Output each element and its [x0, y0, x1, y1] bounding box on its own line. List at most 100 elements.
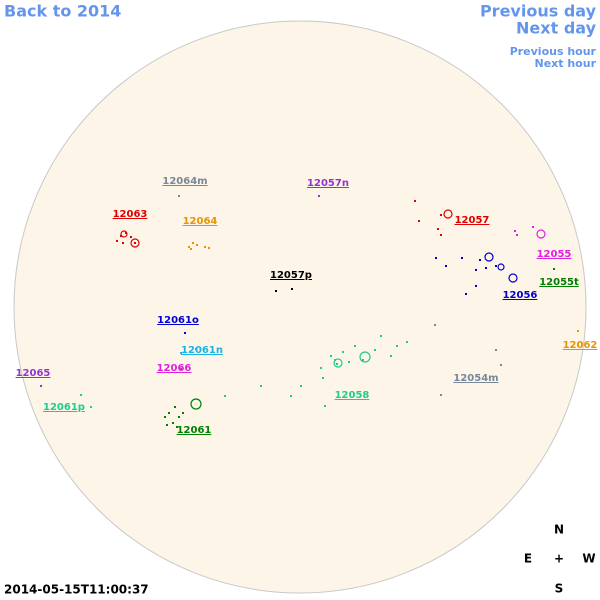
sunspot — [130, 236, 132, 238]
sunspot — [275, 290, 277, 292]
sunspot-ring — [190, 398, 202, 410]
sunspot — [418, 220, 420, 222]
sunspot — [120, 235, 122, 237]
sunspot — [440, 214, 442, 216]
region-label[interactable]: 12056 — [503, 290, 538, 301]
compass-east: E — [524, 552, 532, 566]
compass-south: S — [555, 582, 564, 596]
region-label[interactable]: 12061o — [157, 315, 199, 326]
sunspot — [495, 265, 497, 267]
sunspot — [434, 324, 436, 326]
sunspot — [437, 228, 439, 230]
region-label[interactable]: 12055t — [539, 277, 579, 288]
sunspot — [168, 412, 170, 414]
sunspot — [406, 341, 408, 343]
sunspot — [532, 226, 534, 228]
sunspot — [291, 288, 293, 290]
back-link[interactable]: Back to 2014 — [4, 2, 121, 21]
sunspot — [390, 355, 392, 357]
sunspot — [164, 416, 166, 418]
sunspot — [445, 265, 447, 267]
sunspot — [184, 332, 186, 334]
solar-disk — [13, 20, 587, 594]
sunspot — [300, 385, 302, 387]
sunspot — [475, 285, 477, 287]
timestamp: 2014-05-15T11:00:37 — [4, 583, 149, 597]
sunspot — [435, 257, 437, 259]
sunspot — [166, 424, 168, 426]
previous-day-link[interactable]: Previous day — [480, 2, 597, 21]
region-label[interactable]: 12064m — [162, 176, 207, 187]
sunspot — [196, 244, 198, 246]
previous-hour-link[interactable]: Previous hour — [510, 45, 597, 58]
sunspot-ring — [130, 238, 140, 248]
sunspot — [174, 406, 176, 408]
sunspot-ring — [536, 229, 546, 239]
sunspot — [190, 248, 192, 250]
sunspot — [495, 349, 497, 351]
sunspot — [465, 293, 467, 295]
sunspot — [322, 377, 324, 379]
sunspot — [90, 406, 92, 408]
region-label[interactable]: 12057 — [455, 215, 490, 226]
sunspot — [182, 412, 184, 414]
sunspot-ring — [120, 230, 128, 238]
sunspot — [172, 422, 174, 424]
sunspot — [475, 269, 477, 271]
sunspot — [479, 259, 481, 261]
sunspot — [553, 268, 555, 270]
sunspot — [414, 200, 416, 202]
sunspot — [125, 232, 127, 234]
sunspot — [204, 246, 206, 248]
region-label[interactable]: 12061p — [43, 402, 85, 413]
region-label[interactable]: 12065 — [16, 368, 51, 379]
sunspot — [324, 405, 326, 407]
sunspot — [180, 352, 182, 354]
region-label[interactable]: 12061 — [177, 425, 212, 436]
next-hour-link[interactable]: Next hour — [535, 57, 597, 70]
sunspot — [290, 395, 292, 397]
sunspot — [336, 363, 338, 365]
sunspot-ring — [359, 351, 371, 363]
region-label[interactable]: 12055 — [537, 249, 572, 260]
region-label[interactable]: 12058 — [335, 390, 370, 401]
sunspot — [516, 234, 518, 236]
region-label[interactable]: 12066 — [157, 363, 192, 374]
sunspot — [485, 267, 487, 269]
sunspot — [260, 385, 262, 387]
sunspot — [180, 368, 182, 370]
sunspot — [320, 367, 322, 369]
sunspot — [362, 359, 364, 361]
region-label[interactable]: 12057n — [307, 178, 349, 189]
sunspot-ring — [333, 358, 343, 368]
sunspot — [122, 242, 124, 244]
sunspot-ring — [497, 263, 505, 271]
region-label[interactable]: 12063 — [113, 209, 148, 220]
sunspot — [461, 257, 463, 259]
sunspot — [318, 195, 320, 197]
region-label[interactable]: 12064 — [183, 216, 218, 227]
sunspot — [440, 394, 442, 396]
compass-north: N — [554, 523, 564, 537]
sunspot — [178, 195, 180, 197]
sunspot-ring — [484, 252, 494, 262]
sunspot-ring — [508, 273, 518, 283]
next-day-link[interactable]: Next day — [516, 19, 597, 38]
compass-center: + — [554, 552, 564, 566]
sunspot — [134, 242, 136, 244]
region-label[interactable]: 12054m — [453, 373, 498, 384]
sunspot — [514, 230, 516, 232]
sunspot — [354, 345, 356, 347]
sunspot — [330, 355, 332, 357]
region-label[interactable]: 12061n — [181, 345, 223, 356]
region-label[interactable]: 12062 — [563, 340, 598, 351]
sunspot — [192, 242, 194, 244]
region-label[interactable]: 12057p — [270, 270, 312, 281]
sunspot — [380, 335, 382, 337]
sunspot — [176, 426, 178, 428]
sunspot — [348, 361, 350, 363]
sunspot — [500, 364, 502, 366]
